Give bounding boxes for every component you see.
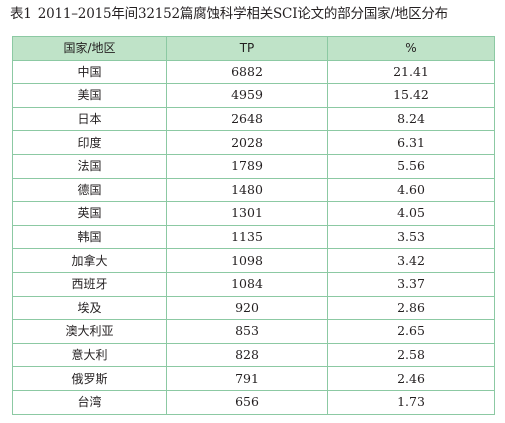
- table-row: 埃及 920 2.86: [12, 295, 495, 321]
- percent-cell: 3.42: [327, 248, 495, 273]
- percent-cell: 2.46: [327, 366, 495, 391]
- tp-cell: 1301: [166, 201, 328, 226]
- country-cell: 美国: [12, 83, 167, 108]
- percent-cell: 3.53: [327, 224, 495, 250]
- country-cell: 台湾: [12, 389, 167, 415]
- table-row: 台湾 656 1.73: [12, 389, 495, 415]
- tp-cell: 920: [166, 295, 328, 321]
- country-cell: 印度: [12, 130, 167, 155]
- table-row: 韩国 1135 3.53: [12, 224, 495, 250]
- country-cell: 加拿大: [12, 248, 167, 273]
- percent-cell: 15.42: [327, 83, 495, 108]
- column-header-tp: TP: [166, 36, 328, 61]
- table-row: 印度 2028 6.31: [12, 130, 495, 155]
- tp-cell: 828: [166, 342, 328, 368]
- table-row: 澳大利亚 853 2.65: [12, 319, 495, 344]
- country-cell: 日本: [12, 106, 167, 132]
- tp-cell: 1135: [166, 224, 328, 250]
- table-row: 俄罗斯 791 2.46: [12, 366, 495, 391]
- country-cell: 德国: [12, 177, 167, 203]
- table-title: 2011–2015年间32152篇腐蚀科学相关SCI论文的部分国家/地区分布: [37, 6, 448, 22]
- table-row: 西班牙 1084 3.37: [12, 271, 495, 297]
- column-header-percent: %: [327, 36, 495, 61]
- table-row: 英国 1301 4.05: [12, 201, 495, 226]
- percent-cell: 2.58: [327, 342, 495, 368]
- column-header-country: 国家/地区: [12, 36, 167, 61]
- percent-cell: 5.56: [327, 153, 495, 179]
- percent-cell: 3.37: [327, 271, 495, 297]
- percent-cell: 4.05: [327, 201, 495, 226]
- table-caption: 表1 2011–2015年间32152篇腐蚀科学相关SCI论文的部分国家/地区分布: [10, 5, 500, 23]
- table-row: 德国 1480 4.60: [12, 177, 495, 203]
- country-cell: 西班牙: [12, 271, 167, 297]
- percent-cell: 4.60: [327, 177, 495, 203]
- table-row: 美国 4959 15.42: [12, 83, 495, 108]
- tp-cell: 6882: [166, 59, 328, 85]
- table-header-row: 国家/地区 TP %: [12, 36, 495, 61]
- table-row: 法国 1789 5.56: [12, 153, 495, 179]
- country-cell: 法国: [12, 153, 167, 179]
- tp-cell: 656: [166, 389, 328, 415]
- percent-cell: 21.41: [327, 59, 495, 85]
- table-row: 日本 2648 8.24: [12, 106, 495, 132]
- percent-cell: 2.86: [327, 295, 495, 321]
- country-cell: 埃及: [12, 295, 167, 321]
- country-distribution-table: 国家/地区 TP % 中国 6882 21.41 美国 4959 15.42 日…: [12, 36, 495, 415]
- table-row: 中国 6882 21.41: [12, 59, 495, 85]
- percent-cell: 8.24: [327, 106, 495, 132]
- country-cell: 中国: [12, 59, 167, 85]
- percent-cell: 1.73: [327, 389, 495, 415]
- table-number: 表1: [10, 6, 32, 22]
- tp-cell: 2648: [166, 106, 328, 132]
- tp-cell: 2028: [166, 130, 328, 155]
- table-row: 意大利 828 2.58: [12, 342, 495, 368]
- tp-cell: 1789: [166, 153, 328, 179]
- country-cell: 意大利: [12, 342, 167, 368]
- percent-cell: 6.31: [327, 130, 495, 155]
- percent-cell: 2.65: [327, 319, 495, 344]
- tp-cell: 853: [166, 319, 328, 344]
- tp-cell: 4959: [166, 83, 328, 108]
- country-cell: 英国: [12, 201, 167, 226]
- country-cell: 澳大利亚: [12, 319, 167, 344]
- table-row: 加拿大 1098 3.42: [12, 248, 495, 273]
- country-cell: 韩国: [12, 224, 167, 250]
- tp-cell: 791: [166, 366, 328, 391]
- tp-cell: 1480: [166, 177, 328, 203]
- tp-cell: 1084: [166, 271, 328, 297]
- tp-cell: 1098: [166, 248, 328, 273]
- table-body: 中国 6882 21.41 美国 4959 15.42 日本 2648 8.24…: [12, 59, 495, 415]
- country-cell: 俄罗斯: [12, 366, 167, 391]
